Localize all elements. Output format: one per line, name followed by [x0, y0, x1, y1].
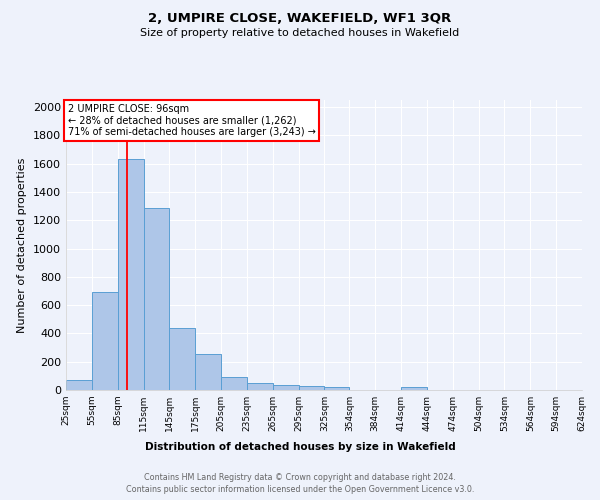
Bar [92, 292, 118, 390]
Bar [401, 388, 427, 390]
Bar [299, 386, 325, 390]
Text: Distribution of detached houses by size in Wakefield: Distribution of detached houses by size … [145, 442, 455, 452]
Bar [169, 328, 195, 390]
Bar [273, 385, 299, 390]
Bar [195, 354, 221, 390]
Bar [221, 376, 247, 390]
Text: Contains public sector information licensed under the Open Government Licence v3: Contains public sector information licen… [126, 485, 474, 494]
Text: Size of property relative to detached houses in Wakefield: Size of property relative to detached ho… [140, 28, 460, 38]
Y-axis label: Number of detached properties: Number of detached properties [17, 158, 28, 332]
Bar [325, 388, 349, 390]
Bar [66, 380, 92, 390]
Text: 2, UMPIRE CLOSE, WAKEFIELD, WF1 3QR: 2, UMPIRE CLOSE, WAKEFIELD, WF1 3QR [148, 12, 452, 26]
Text: 2 UMPIRE CLOSE: 96sqm
← 28% of detached houses are smaller (1,262)
71% of semi-d: 2 UMPIRE CLOSE: 96sqm ← 28% of detached … [68, 104, 316, 138]
Bar [143, 208, 169, 390]
Bar [247, 383, 273, 390]
Bar [118, 158, 143, 390]
Text: Contains HM Land Registry data © Crown copyright and database right 2024.: Contains HM Land Registry data © Crown c… [144, 472, 456, 482]
